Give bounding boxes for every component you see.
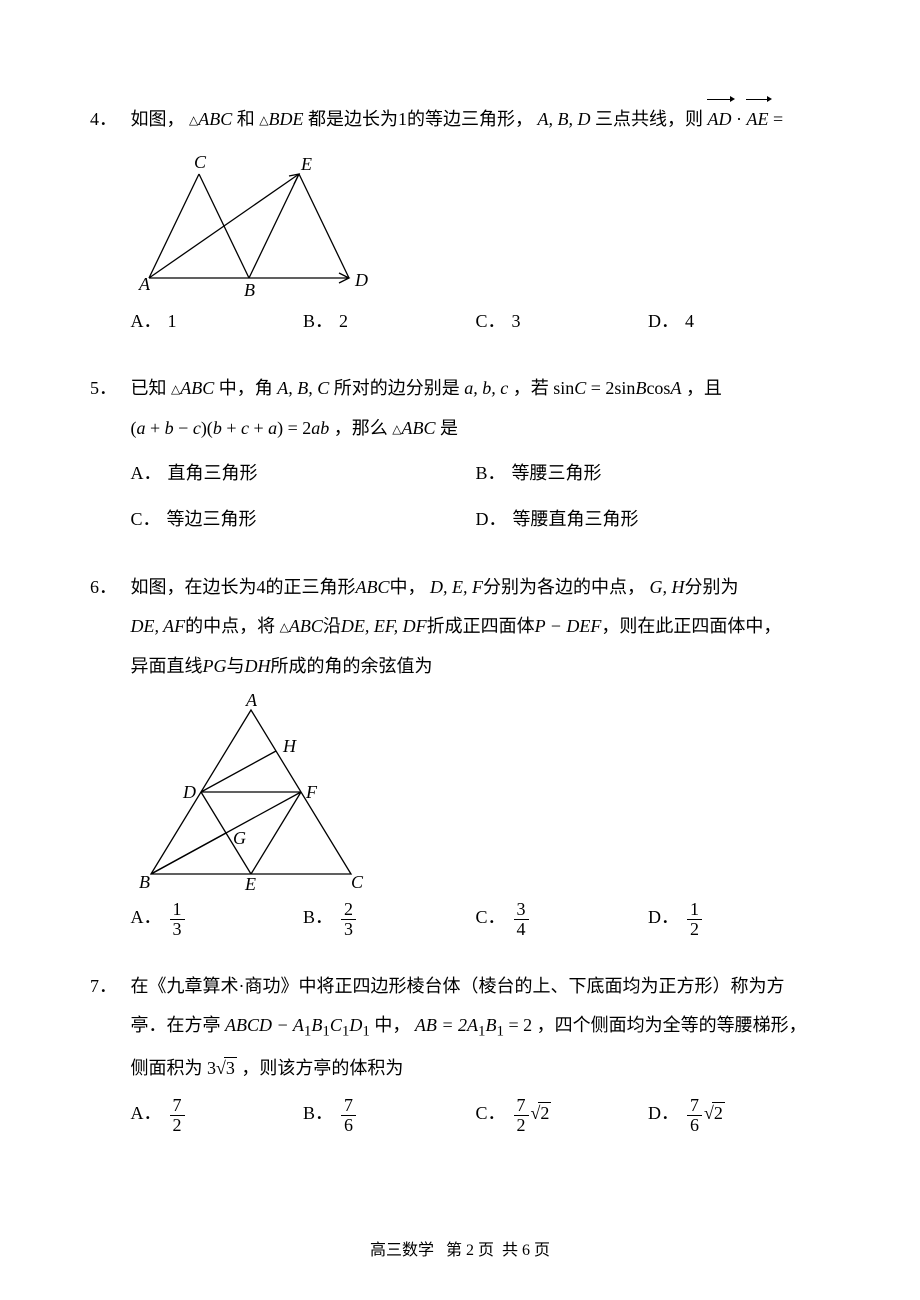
label-b: B	[139, 872, 150, 892]
label-d: D	[354, 270, 368, 290]
text: 和	[237, 109, 255, 129]
question-5: 5． 已知 △ABC 中，角 A, B, C 所对的边分别是 a, b, c ，…	[90, 369, 830, 539]
page-footer: 高三数学 第 2 页 共 6 页	[0, 1236, 920, 1260]
text: 已知	[131, 378, 167, 398]
triangle-symbol: △	[189, 113, 198, 127]
label-a: A	[138, 274, 151, 294]
label-g: G	[233, 828, 246, 848]
option-d: D．4	[648, 302, 821, 342]
question-7: 7． 在《九章算术·商功》中将正四边形棱台体（棱台的上、下底面均为正方形）称为方…	[90, 967, 830, 1135]
text: ，若	[513, 378, 549, 398]
sin: sin	[553, 378, 574, 398]
vector-ad: AD	[707, 100, 731, 140]
question-body: 在《九章算术·商功》中将正四边形棱台体（棱台的上、下底面均为正方形）称为方 亭．…	[131, 967, 821, 1135]
triangle-symbol: △	[392, 422, 401, 436]
label-e: E	[300, 154, 312, 174]
option-b: B．2	[303, 302, 476, 342]
question-body: 如图， △ABC 和 △BDE 都是边长为1的等边三角形， A, B, D 三点…	[131, 100, 821, 341]
question-4: 4． 如图， △ABC 和 △BDE 都是边长为1的等边三角形， A, B, D…	[90, 100, 830, 341]
option-a: A．72	[131, 1094, 304, 1134]
text: 都是边长为	[308, 109, 398, 129]
option-c: C．72√2	[476, 1094, 649, 1134]
triangle-abc: ABC	[180, 378, 214, 398]
diagram-q4-svg: A B C D E	[131, 146, 391, 296]
text: 所对的边分别是	[334, 378, 460, 398]
question-number: 4．	[90, 100, 126, 140]
option-a: A．1	[131, 302, 304, 342]
triangle-abc: ABC	[402, 418, 436, 438]
option-b: B．23	[303, 898, 476, 938]
question-body: 已知 △ABC 中，角 A, B, C 所对的边分别是 a, b, c ，若 s…	[131, 369, 821, 539]
text: 三点共线，则	[595, 109, 703, 129]
footer-total: 共 6 页	[502, 1242, 550, 1259]
option-c: C．34	[476, 898, 649, 938]
text: ，且	[686, 378, 722, 398]
options: A．72 B．76 C．72√2 D．76√2	[131, 1094, 821, 1134]
label-d: D	[182, 782, 196, 802]
text: 如图，	[131, 109, 185, 129]
side-length: 1	[398, 109, 407, 129]
question-body: 如图，在边长为4的正三角形ABC中， D, E, F分别为各边的中点， G, H…	[131, 568, 821, 939]
triangle-abc: ABC	[198, 109, 232, 129]
text: ，那么	[334, 418, 388, 438]
option-d: D．76√2	[648, 1094, 821, 1134]
footer-page: 第 2 页	[446, 1242, 494, 1259]
label-h: H	[282, 736, 297, 756]
option-d: D．12	[648, 898, 821, 938]
options-row2: C．等边三角形 D．等腰直角三角形	[131, 500, 821, 540]
label-e: E	[244, 874, 256, 892]
dot: ·	[731, 109, 746, 129]
label-a: A	[245, 692, 258, 710]
equals: =	[768, 109, 783, 129]
diagram-q6: A B C D F E G H	[131, 692, 821, 892]
triangle-symbol: △	[171, 382, 180, 396]
label-c: C	[194, 152, 207, 172]
question-number: 6．	[90, 568, 126, 608]
question-6: 6． 如图，在边长为4的正三角形ABC中， D, E, F分别为各边的中点， G…	[90, 568, 830, 939]
text: 是	[440, 418, 458, 438]
text: 的等边三角形，	[407, 109, 533, 129]
points: A, B, D	[537, 109, 590, 129]
question-number: 5．	[90, 369, 126, 409]
sides: a, b, c	[464, 378, 508, 398]
footer-subject: 高三数学	[370, 1242, 434, 1259]
label-f: F	[305, 782, 318, 802]
options: A．1 B．2 C．3 D．4	[131, 302, 821, 342]
option-a: A．直角三角形	[131, 454, 476, 494]
options: A．13 B．23 C．34 D．12	[131, 898, 821, 938]
text: 中，角	[219, 378, 273, 398]
options-row1: A．直角三角形 B．等腰三角形	[131, 454, 821, 494]
vector-ae: AE	[746, 100, 768, 140]
option-d: D．等腰直角三角形	[476, 500, 821, 540]
option-c: C．3	[476, 302, 649, 342]
diagram-q6-svg: A B C D F E G H	[131, 692, 371, 892]
angles: A, B, C	[277, 378, 329, 398]
label-b: B	[244, 280, 255, 296]
option-b: B．76	[303, 1094, 476, 1134]
option-b: B．等腰三角形	[476, 454, 821, 494]
option-a: A．13	[131, 898, 304, 938]
question-number: 7．	[90, 967, 126, 1007]
diagram-q4: A B C D E	[131, 146, 821, 296]
exam-page: 4． 如图， △ABC 和 △BDE 都是边长为1的等边三角形， A, B, D…	[0, 0, 920, 1300]
triangle-bde: BDE	[268, 109, 303, 129]
option-c: C．等边三角形	[131, 500, 476, 540]
label-c: C	[351, 872, 364, 892]
